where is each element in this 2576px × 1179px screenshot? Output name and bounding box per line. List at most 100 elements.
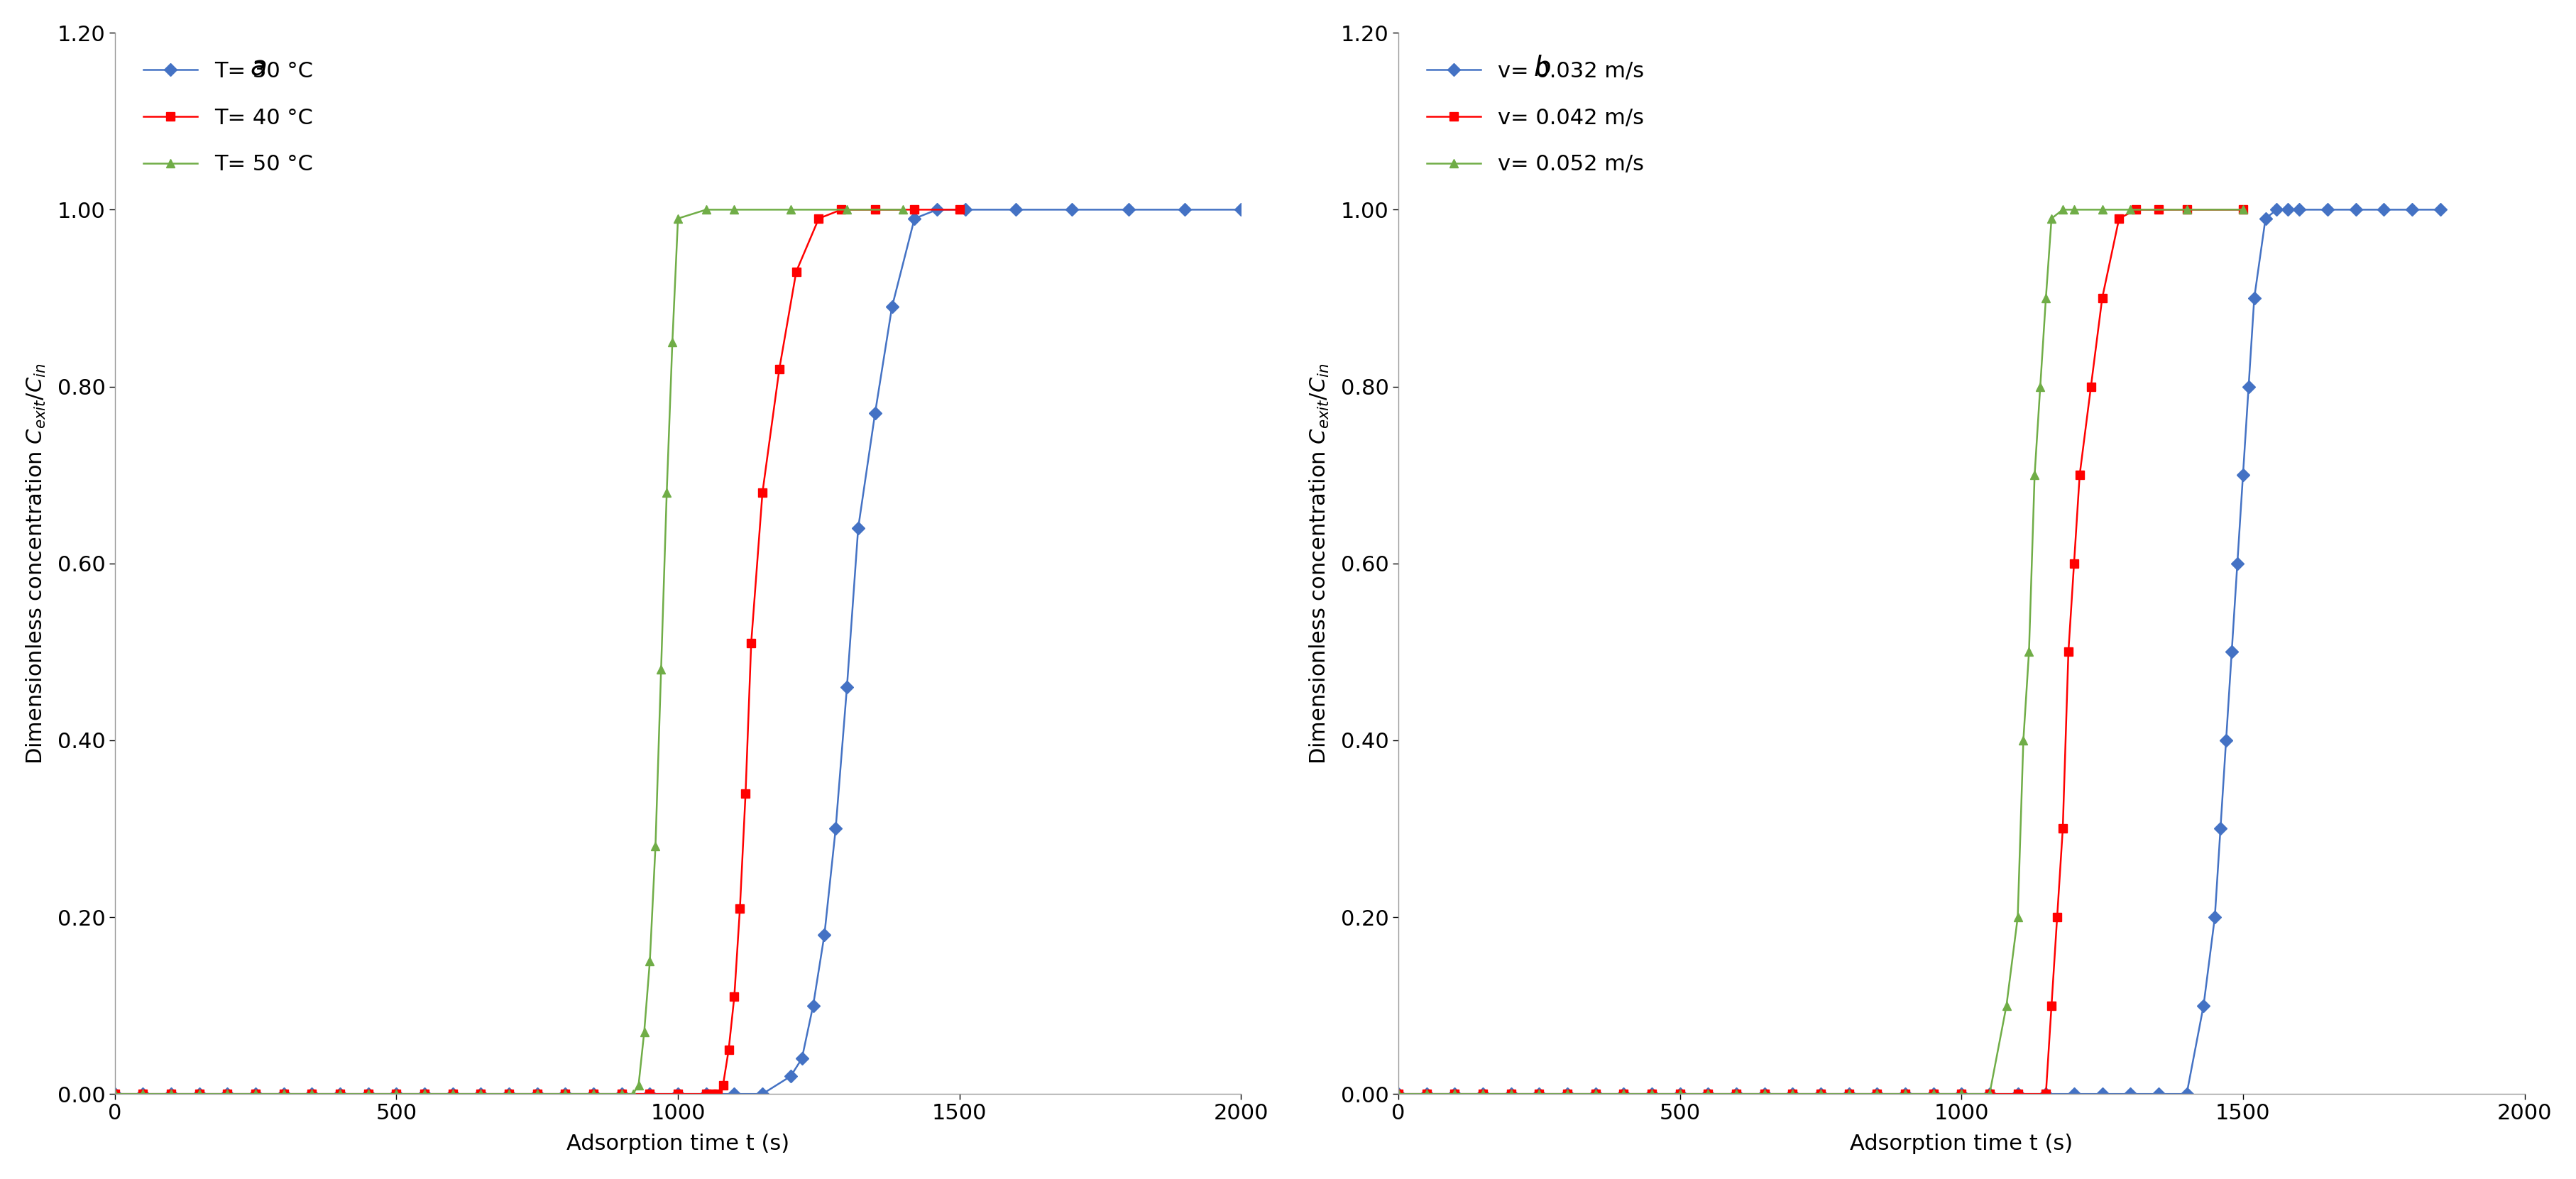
v= 0.052 m/s <box>2172 203 2202 217</box>
T= 40 °C <box>605 1087 636 1101</box>
v= 0.042 m/s <box>1777 1087 1808 1101</box>
v= 0.042 m/s <box>2002 1087 2032 1101</box>
v= 0.042 m/s <box>1664 1087 1695 1101</box>
Line: T= 30 °C: T= 30 °C <box>111 205 1244 1099</box>
v= 0.032 m/s <box>1522 1087 1553 1101</box>
T= 40 °C <box>696 1087 726 1101</box>
T= 50 °C <box>155 1087 185 1101</box>
v= 0.032 m/s <box>1494 1087 1525 1101</box>
X-axis label: Adsorption time t (s): Adsorption time t (s) <box>1850 1134 2071 1154</box>
T= 30 °C <box>211 1087 242 1101</box>
v= 0.032 m/s <box>2262 203 2293 217</box>
v= 0.032 m/s <box>1412 1087 1443 1101</box>
T= 50 °C <box>719 203 750 217</box>
Legend: v= 0.032 m/s, v= 0.042 m/s, v= 0.052 m/s: v= 0.032 m/s, v= 0.042 m/s, v= 0.052 m/s <box>1409 44 1662 192</box>
T= 50 °C <box>634 954 665 968</box>
v= 0.052 m/s <box>1579 1087 1610 1101</box>
v= 0.032 m/s <box>2210 733 2241 747</box>
T= 40 °C <box>737 635 768 650</box>
T= 50 °C <box>438 1087 469 1101</box>
v= 0.032 m/s <box>2424 203 2455 217</box>
v= 0.052 m/s <box>1383 1087 1414 1101</box>
T= 50 °C <box>652 486 683 500</box>
v= 0.032 m/s <box>1636 1087 1667 1101</box>
v= 0.032 m/s <box>2233 380 2264 394</box>
T= 50 °C <box>466 1087 497 1101</box>
T= 30 °C <box>268 1087 299 1101</box>
v= 0.032 m/s <box>1917 1087 1947 1101</box>
T= 50 °C <box>549 1087 580 1101</box>
v= 0.052 m/s <box>1888 1087 1919 1101</box>
T= 40 °C <box>183 1087 214 1101</box>
T= 50 °C <box>410 1087 440 1101</box>
v= 0.042 m/s <box>2030 1087 2061 1101</box>
v= 0.032 m/s <box>1579 1087 1610 1101</box>
T= 30 °C <box>951 203 981 217</box>
v= 0.042 m/s <box>2074 380 2105 394</box>
T= 30 °C <box>819 822 850 836</box>
v= 0.042 m/s <box>1440 1087 1471 1101</box>
v= 0.032 m/s <box>2087 1087 2117 1101</box>
T= 30 °C <box>662 1087 693 1101</box>
T= 40 °C <box>549 1087 580 1101</box>
T= 40 °C <box>268 1087 299 1101</box>
v= 0.052 m/s <box>1832 1087 1862 1101</box>
v= 0.042 m/s <box>1917 1087 1947 1101</box>
Y-axis label: Dimensionless concentration $C_{exit}/C_{in}$: Dimensionless concentration $C_{exit}/C_… <box>1309 363 1329 764</box>
T= 50 °C <box>889 203 920 217</box>
v= 0.032 m/s <box>2002 1087 2032 1101</box>
T= 50 °C <box>775 203 806 217</box>
v= 0.042 m/s <box>1383 1087 1414 1101</box>
T= 40 °C <box>353 1087 384 1101</box>
T= 30 °C <box>577 1087 608 1101</box>
v= 0.052 m/s <box>1860 1087 1891 1101</box>
T= 30 °C <box>549 1087 580 1101</box>
v= 0.042 m/s <box>2102 211 2133 225</box>
v= 0.042 m/s <box>1607 1087 1638 1101</box>
v= 0.032 m/s <box>1749 1087 1780 1101</box>
T= 40 °C <box>240 1087 270 1101</box>
v= 0.042 m/s <box>1579 1087 1610 1101</box>
T= 40 °C <box>762 362 793 376</box>
v= 0.032 m/s <box>1888 1087 1919 1101</box>
T= 50 °C <box>268 1087 299 1101</box>
T= 30 °C <box>832 680 863 694</box>
T= 50 °C <box>662 211 693 225</box>
v= 0.042 m/s <box>2035 999 2066 1013</box>
v= 0.052 m/s <box>1440 1087 1471 1101</box>
T= 40 °C <box>899 203 930 217</box>
T= 30 °C <box>325 1087 355 1101</box>
T= 30 °C <box>899 211 930 225</box>
v= 0.042 m/s <box>1466 1087 1497 1101</box>
v= 0.032 m/s <box>2239 291 2269 305</box>
v= 0.032 m/s <box>2396 203 2427 217</box>
v= 0.052 m/s <box>2012 645 2043 659</box>
v= 0.052 m/s <box>2048 203 2079 217</box>
v= 0.032 m/s <box>2115 1087 2146 1101</box>
T= 30 °C <box>922 203 953 217</box>
T= 50 °C <box>211 1087 242 1101</box>
Line: T= 50 °C: T= 50 °C <box>111 205 907 1099</box>
T= 50 °C <box>183 1087 214 1101</box>
v= 0.032 m/s <box>2226 468 2257 482</box>
T= 40 °C <box>381 1087 412 1101</box>
T= 50 °C <box>647 663 677 677</box>
v= 0.052 m/s <box>2035 211 2066 225</box>
v= 0.042 m/s <box>2053 645 2084 659</box>
T= 40 °C <box>126 1087 157 1101</box>
T= 30 °C <box>155 1087 185 1101</box>
v= 0.042 m/s <box>2143 203 2174 217</box>
T= 50 °C <box>296 1087 327 1101</box>
T= 30 °C <box>520 1087 551 1101</box>
v= 0.032 m/s <box>2367 203 2398 217</box>
T= 50 °C <box>605 1087 636 1101</box>
v= 0.042 m/s <box>2226 203 2257 217</box>
T= 30 °C <box>876 299 907 314</box>
v= 0.042 m/s <box>1522 1087 1553 1101</box>
X-axis label: Adsorption time t (s): Adsorption time t (s) <box>567 1134 788 1154</box>
Line: v= 0.032 m/s: v= 0.032 m/s <box>1394 205 2445 1099</box>
T= 40 °C <box>520 1087 551 1101</box>
T= 30 °C <box>605 1087 636 1101</box>
v= 0.042 m/s <box>2040 910 2071 924</box>
v= 0.052 m/s <box>1917 1087 1947 1101</box>
